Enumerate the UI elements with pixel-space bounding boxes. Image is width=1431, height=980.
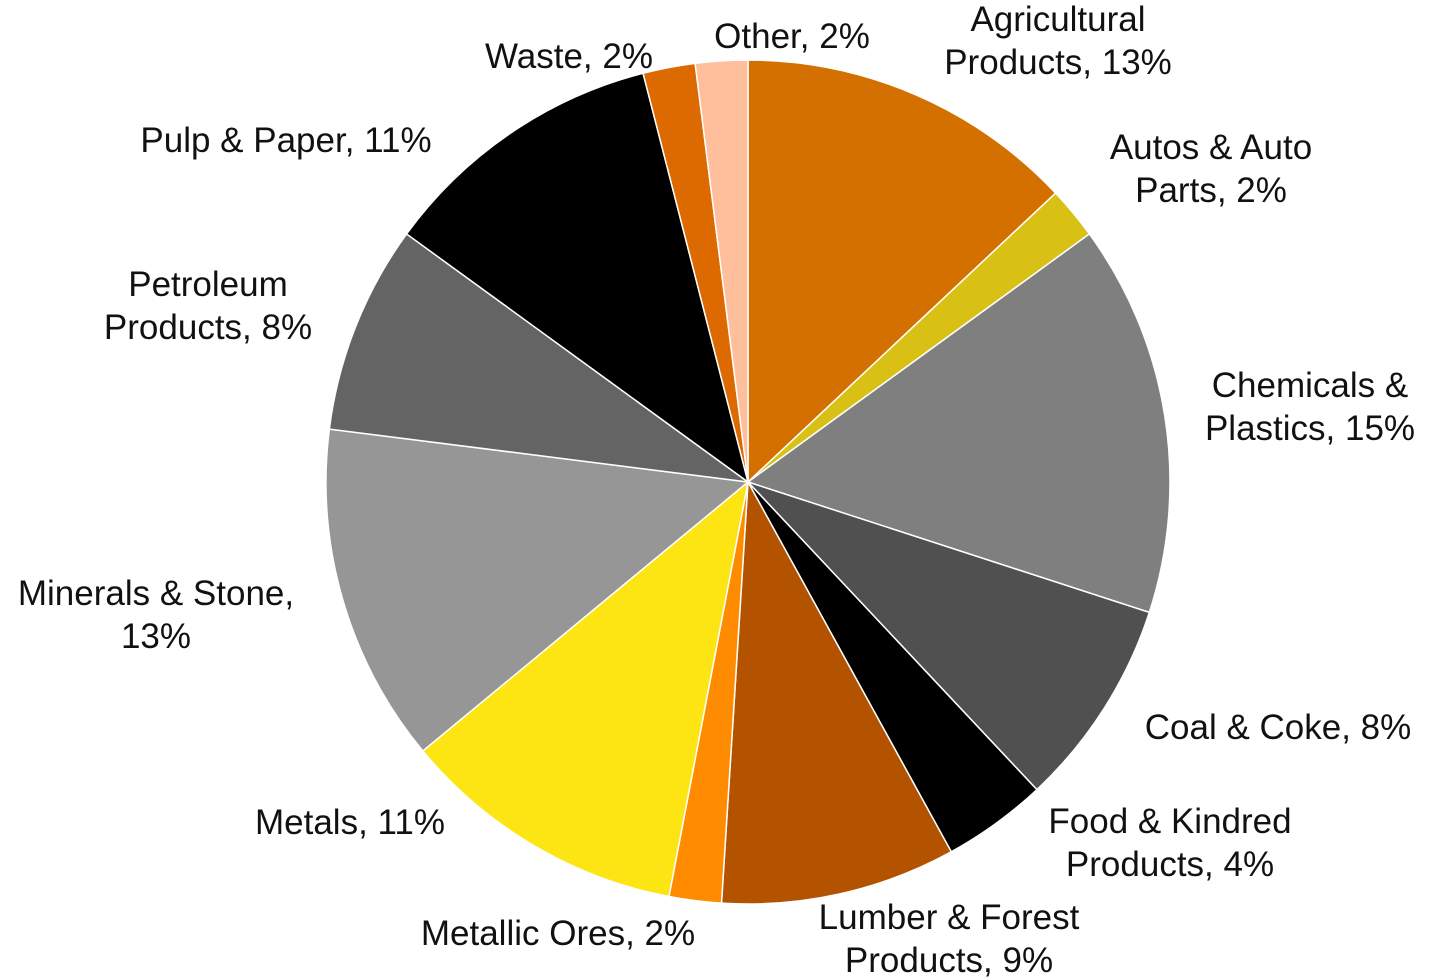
label-line: Products, 9% xyxy=(845,941,1053,980)
label-autos-auto-parts: Autos & Auto Parts, 2% xyxy=(1110,128,1312,210)
label-food-kindred-products: Food & Kindred Products, 4% xyxy=(1048,802,1291,884)
label-line: Minerals & Stone, xyxy=(18,574,294,613)
label-metals: Metals, 11% xyxy=(255,803,445,842)
label-line: Autos & Auto xyxy=(1110,128,1312,167)
label-line: Coal & Coke, 8% xyxy=(1145,708,1412,747)
label-line: Products, 13% xyxy=(944,43,1172,82)
label-line: 13% xyxy=(121,617,191,656)
label-line: Agricultural xyxy=(970,0,1145,39)
label-line: Waste, 2% xyxy=(485,37,653,76)
label-line: Pulp & Paper, 11% xyxy=(140,121,431,160)
label-chemicals-plastics: Chemicals & Plastics, 15% xyxy=(1205,366,1415,448)
label-waste: Waste, 2% xyxy=(485,37,653,76)
label-line: Food & Kindred xyxy=(1048,802,1291,841)
label-line: Products, 4% xyxy=(1066,845,1274,884)
label-minerals-stone: Minerals & Stone, 13% xyxy=(18,574,294,656)
label-petroleum-products: Petroleum Products, 8% xyxy=(104,265,312,347)
label-line: Plastics, 15% xyxy=(1205,409,1415,448)
label-agricultural-products: Agricultural Products, 13% xyxy=(944,0,1172,82)
label-line: Chemicals & xyxy=(1212,366,1408,405)
label-lumber-forest-products: Lumber & Forest Products, 9% xyxy=(819,898,1080,980)
label-other: Other, 2% xyxy=(714,17,870,56)
label-line: Other, 2% xyxy=(714,17,870,56)
label-line: Lumber & Forest xyxy=(819,898,1080,937)
label-line: Parts, 2% xyxy=(1135,171,1287,210)
pie-slices xyxy=(326,60,1170,904)
label-line: Products, 8% xyxy=(104,308,312,347)
label-line: Petroleum xyxy=(128,265,288,304)
label-line: Metallic Ores, 2% xyxy=(421,914,695,953)
label-pulp-paper: Pulp & Paper, 11% xyxy=(140,121,431,160)
label-metallic-ores: Metallic Ores, 2% xyxy=(421,914,695,953)
label-line: Metals, 11% xyxy=(255,803,445,842)
label-coal-coke: Coal & Coke, 8% xyxy=(1145,708,1412,747)
